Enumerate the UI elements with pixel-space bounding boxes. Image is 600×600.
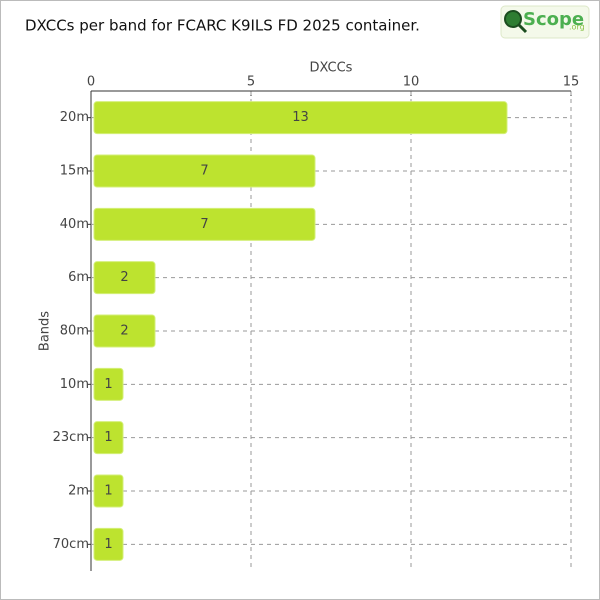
y-tick-label: 70cm [53,537,89,552]
x-tick-label: 5 [247,75,255,90]
y-tick-label: 20m [60,110,89,125]
logo-icon [504,10,522,28]
bar [93,527,124,561]
x-tick-label: 15 [563,75,580,90]
chart-title: DXCCs per band for FCARC K9ILS FD 2025 c… [25,17,420,35]
value-label: 2 [120,324,128,339]
value-label: 7 [200,217,208,232]
value-label: 1 [104,377,112,392]
bar [93,207,316,241]
y-axis-label: Bands [38,311,53,351]
x-tick-label: 10 [403,75,420,90]
value-label: 1 [104,430,112,445]
logo-handle [517,23,528,34]
x-tick-label: 0 [87,75,95,90]
value-label: 1 [104,484,112,499]
logo-suffix: .org [569,23,585,32]
y-tick-label: 10m [60,377,89,392]
value-label: 1 [104,537,112,552]
logo: Scope .org [500,5,590,39]
y-tick-label: 2m [68,484,89,499]
x-axis-label: DXCCs [310,61,353,76]
bar [93,314,156,348]
logo-text: Scope [523,9,584,30]
y-tick-label: 40m [60,217,89,232]
bar [93,261,156,295]
bar [93,154,316,188]
bar [93,367,124,401]
value-label: 2 [120,270,128,285]
bar [93,421,124,455]
value-label: 13 [292,110,309,125]
bar [93,101,508,135]
value-label: 7 [200,164,208,179]
y-tick-label: 6m [68,270,89,285]
bar [93,474,124,508]
y-tick-label: 23cm [53,430,89,445]
y-tick-label: 80m [60,324,89,339]
y-tick-label: 15m [60,164,89,179]
